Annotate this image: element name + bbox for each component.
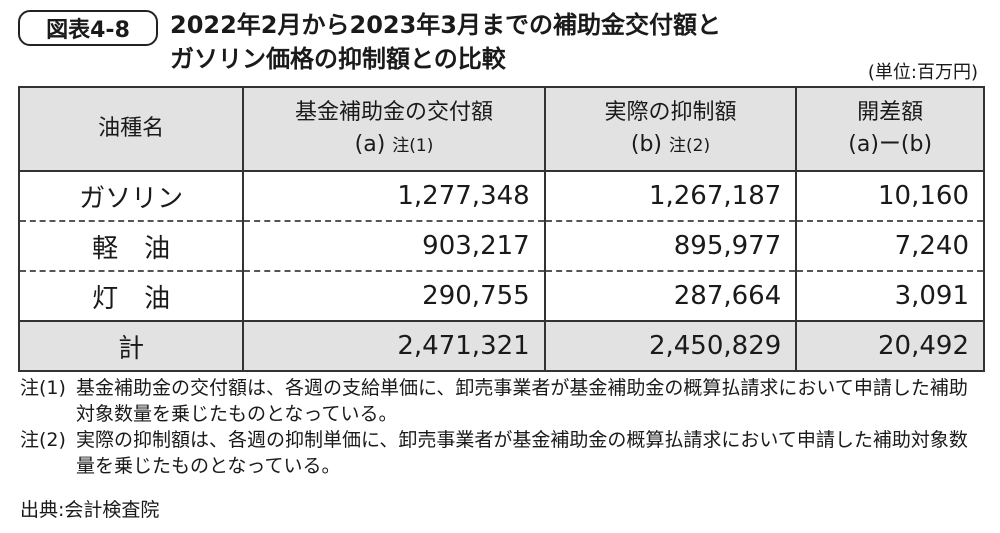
column-sub: (a)	[354, 131, 386, 157]
unit-label: (単位:百万円)	[867, 62, 978, 83]
cell: 287,664	[543, 271, 798, 321]
table-row: ガソリン 1,277,348 1,267,187 10,160	[17, 171, 985, 221]
column-note: 注(1)	[392, 135, 434, 156]
row-label: ガソリン	[17, 171, 245, 221]
note-text: 実際の抑制額は、各週の抑制単価に、卸売事業者が基金補助金の概算払請求において申請…	[76, 429, 968, 477]
cell: 1,277,348	[242, 171, 546, 221]
column-sub: (b)	[630, 131, 663, 157]
column-title: 油種名	[98, 116, 165, 141]
title-line: ガソリン価格の抑制額との比較	[170, 45, 506, 73]
header-cell: 基金補助金の交付額 (a) 注(1)	[242, 87, 546, 171]
row-label: 灯 油	[17, 271, 245, 321]
header-cell: 油種名	[17, 87, 245, 171]
column-title: 実際の抑制額	[604, 99, 737, 125]
title-line: 2022年2月から2023年3月までの補助金交付額と	[170, 11, 721, 39]
cell: 903,217	[242, 221, 546, 271]
table-row: 軽 油 903,217 895,977 7,240	[17, 221, 985, 271]
figure-badge: 図表4-8	[18, 10, 158, 46]
header-row: 油種名 基金補助金の交付額 (a) 注(1) 実際の抑制額 (b) 注(2) 開差額…	[17, 87, 985, 171]
cell: 7,240	[795, 221, 985, 271]
column-note: 注(2)	[669, 135, 711, 156]
cell: 1,267,187	[543, 171, 798, 221]
note: 注(2) 実際の抑制額は、各週の抑制単価に、卸売事業者が基金補助金の概算払請求にお…	[20, 427, 980, 479]
note-text: 基金補助金の交付額は、各週の支給単価に、卸売事業者が基金補助金の概算払請求におい…	[76, 377, 968, 425]
column-title: 基金補助金の交付額	[295, 99, 494, 125]
table-row: 灯 油 290,755 287,664 3,091	[17, 271, 985, 321]
total-cell: 2,450,829	[543, 321, 798, 371]
total-row: 計 2,471,321 2,450,829 20,492	[17, 321, 985, 371]
total-label: 計	[17, 321, 245, 371]
total-cell: 20,492	[795, 321, 985, 371]
title: 2022年2月から2023年3月までの補助金交付額と ガソリン価格の抑制額との比…	[170, 8, 721, 76]
note-label: 注(1)	[20, 377, 66, 399]
cell: 10,160	[795, 171, 985, 221]
cell: 3,091	[795, 271, 985, 321]
header-cell: 開差額 (a)ー(b)	[795, 87, 985, 171]
notes: 注(1) 基金補助金の交付額は、各週の支給単価に、卸売事業者が基金補助金の概算払請…	[20, 375, 980, 479]
comparison-table: 油種名 基金補助金の交付額 (a) 注(1) 実際の抑制額 (b) 注(2) 開差額…	[17, 86, 985, 372]
source: 出典:会計検査院	[20, 499, 160, 521]
cell: 895,977	[543, 221, 798, 271]
note-label: 注(2)	[20, 429, 66, 451]
row-label: 軽 油	[17, 221, 245, 271]
header-cell: 実際の抑制額 (b) 注(2)	[543, 87, 798, 171]
cell: 290,755	[242, 271, 546, 321]
column-sub: (a)ー(b)	[848, 132, 933, 157]
column-title: 開差額	[857, 100, 924, 125]
total-cell: 2,471,321	[242, 321, 546, 371]
note: 注(1) 基金補助金の交付額は、各週の支給単価に、卸売事業者が基金補助金の概算払請…	[20, 375, 980, 427]
